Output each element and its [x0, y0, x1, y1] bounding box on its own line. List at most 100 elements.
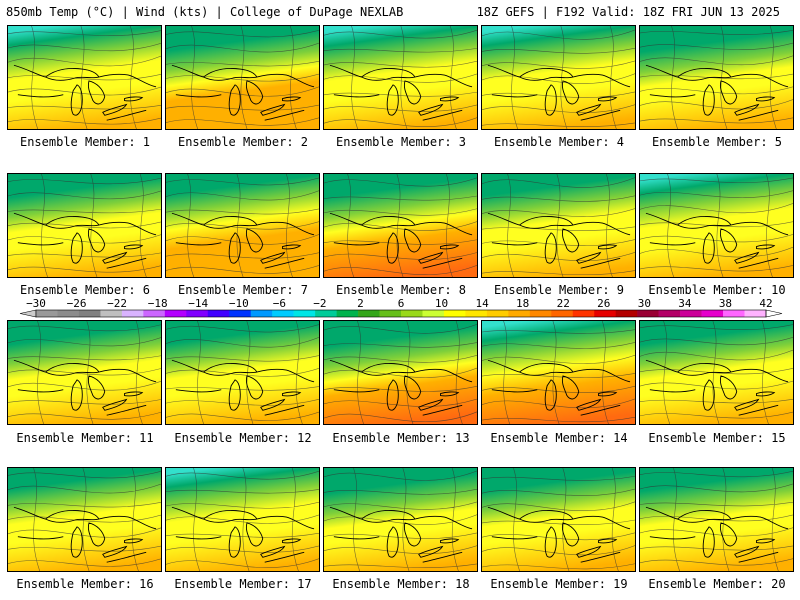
ensemble-member-caption: Ensemble Member: 8: [335, 283, 467, 297]
colorbar-tick-label: 34: [678, 298, 692, 310]
temperature-map: [8, 468, 161, 571]
colorbar-segment: [723, 310, 745, 317]
great-lakes-outline: [487, 64, 631, 121]
colorbar-segment: [572, 310, 595, 317]
height-contours: [166, 468, 319, 571]
temperature-map: [482, 468, 635, 571]
temperature-colorbar: −30 −26 −22 −18 −14 −10 −6 −2 2 6 10 14 18 22 26 30 34 38…: [19, 298, 783, 318]
temperature-map: [640, 321, 793, 424]
ensemble-member-caption: Ensemble Member: 18: [332, 577, 470, 591]
colorbar-segment: [594, 310, 617, 317]
ensemble-map-panel: [481, 25, 636, 130]
colorbar-segment: [164, 310, 187, 317]
temperature-map: [324, 26, 477, 129]
temperature-map: [324, 468, 477, 571]
colorbar-segment: [272, 310, 294, 317]
colorbar-segment: [508, 310, 531, 317]
great-lakes-outline: [13, 212, 157, 269]
ensemble-map-panel: [7, 320, 162, 425]
height-contours: [482, 468, 635, 571]
colorbar-segment: [486, 310, 509, 317]
colorbar-tick-label: 6: [398, 298, 405, 310]
ensemble-member-caption: Ensemble Member: 2: [177, 135, 309, 149]
colorbar-tick-label: −30: [26, 298, 46, 310]
great-lakes-outline: [329, 64, 473, 121]
colorbar-segment: [57, 310, 80, 317]
height-contours: [324, 26, 477, 129]
colorbar-tick-label: −6: [273, 298, 286, 310]
colorbar-segment: [680, 310, 702, 317]
colorbar-tick-label: −26: [67, 298, 87, 310]
colorbar-segment: [100, 310, 123, 317]
colorbar-max-arrow: [765, 309, 783, 318]
colorbar-tick-label: 2: [357, 298, 364, 310]
ensemble-map-panel: [165, 173, 320, 278]
great-lakes-outline: [645, 212, 789, 269]
ensemble-member-caption: Ensemble Member: 13: [332, 431, 470, 445]
colorbar-segment: [701, 310, 724, 317]
colorbar-tick-label: 10: [435, 298, 448, 310]
colorbar-segment: [443, 310, 466, 317]
height-contours: [166, 321, 319, 424]
great-lakes-outline: [171, 212, 315, 269]
colorbar-tick-label: −18: [148, 298, 168, 310]
colorbar-tick-label: −14: [188, 298, 208, 310]
colorbar-segment: [551, 310, 574, 317]
colorbar-frame: [35, 309, 767, 318]
ensemble-member-caption: Ensemble Member: 7: [177, 283, 309, 297]
colorbar-segment: [336, 310, 359, 317]
colorbar-segment: [358, 310, 380, 317]
colorbar-segment: [615, 310, 638, 317]
ensemble-map-panel: [639, 25, 794, 130]
colorbar-segment: [422, 310, 445, 317]
colorbar-segment: [250, 310, 273, 317]
valid-time: 18Z GEFS | F192 Valid: 18Z FRI JUN 13 20…: [476, 5, 780, 19]
colorbar-segment: [36, 310, 58, 317]
colorbar-tick-label: 30: [638, 298, 651, 310]
ensemble-map-panel: [639, 467, 794, 572]
height-contours: [640, 174, 793, 277]
colorbar-segment: [293, 310, 316, 317]
colorbar-segment: [186, 310, 209, 317]
colorbar-segment: [637, 310, 659, 317]
colorbar-segment: [658, 310, 681, 317]
temperature-map: [640, 174, 793, 277]
ensemble-member-caption: Ensemble Member: 1: [19, 135, 151, 149]
ensemble-member-caption: Ensemble Member: 17: [174, 577, 312, 591]
ensemble-map-panel: [323, 25, 478, 130]
height-contours: [324, 321, 477, 424]
colorbar-tick-label: −2: [313, 298, 326, 310]
colorbar-min-arrow: [19, 309, 37, 318]
great-lakes-outline: [645, 64, 789, 121]
ensemble-member-caption: Ensemble Member: 20: [648, 577, 786, 591]
great-lakes-outline: [487, 359, 631, 416]
great-lakes-outline: [487, 212, 631, 269]
temperature-map: [166, 468, 319, 571]
colorbar-tick-label: 38: [719, 298, 732, 310]
colorbar-segment: [401, 310, 423, 317]
colorbar-segment: [744, 310, 767, 317]
ensemble-map-panel: [7, 25, 162, 130]
ensemble-member-caption: Ensemble Member: 3: [335, 135, 467, 149]
temperature-map: [166, 26, 319, 129]
ensemble-map-panel: [323, 173, 478, 278]
colorbar-segment: [207, 310, 230, 317]
ensemble-member-caption: Ensemble Member: 14: [490, 431, 628, 445]
ensemble-member-caption: Ensemble Member: 16: [16, 577, 154, 591]
temperature-map: [640, 468, 793, 571]
great-lakes-outline: [13, 64, 157, 121]
height-contours: [640, 468, 793, 571]
height-contours: [640, 26, 793, 129]
ensemble-map-panel: [7, 173, 162, 278]
ensemble-member-caption: Ensemble Member: 19: [490, 577, 628, 591]
temperature-map: [324, 174, 477, 277]
great-lakes-outline: [13, 359, 157, 416]
ensemble-member-caption: Ensemble Member: 9: [493, 283, 625, 297]
height-contours: [166, 174, 319, 277]
colorbar-tick-label: −10: [229, 298, 249, 310]
ensemble-map-panel: [639, 320, 794, 425]
ensemble-map-panel: [323, 467, 478, 572]
ensemble-map-panel: [165, 320, 320, 425]
temperature-map: [166, 174, 319, 277]
ensemble-member-caption: Ensemble Member: 10: [648, 283, 786, 297]
